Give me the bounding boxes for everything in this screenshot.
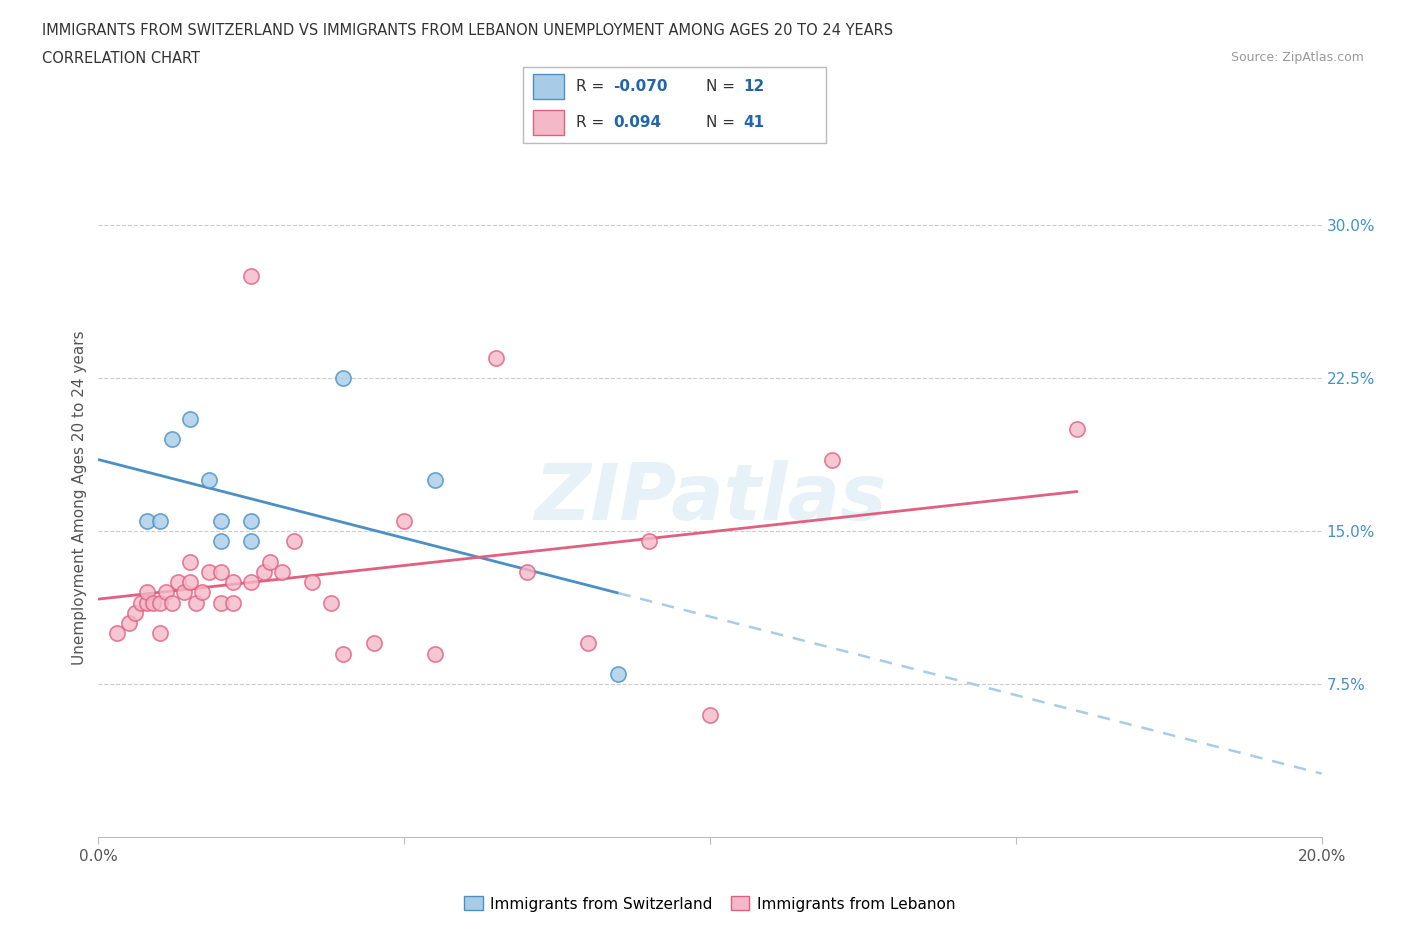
Point <box>240 513 263 528</box>
Point <box>319 595 342 610</box>
Point <box>301 575 323 590</box>
FancyBboxPatch shape <box>523 67 827 142</box>
Point <box>129 595 152 610</box>
Point <box>136 585 159 600</box>
Point <box>197 472 219 487</box>
Text: IMMIGRANTS FROM SWITZERLAND VS IMMIGRANTS FROM LEBANON UNEMPLOYMENT AMONG AGES 2: IMMIGRANTS FROM SWITZERLAND VS IMMIGRANT… <box>42 23 893 38</box>
Text: CORRELATION CHART: CORRELATION CHART <box>42 51 200 66</box>
Point <box>332 371 354 386</box>
Point <box>149 595 172 610</box>
Point <box>270 565 292 579</box>
Point <box>197 565 219 579</box>
Legend: Immigrants from Switzerland, Immigrants from Lebanon: Immigrants from Switzerland, Immigrants … <box>458 890 962 918</box>
Point <box>209 565 232 579</box>
Text: N =: N = <box>706 79 740 94</box>
Point <box>821 452 844 467</box>
Text: 0.094: 0.094 <box>613 115 661 130</box>
Point <box>179 554 201 569</box>
Y-axis label: Unemployment Among Ages 20 to 24 years: Unemployment Among Ages 20 to 24 years <box>72 330 87 665</box>
Point <box>160 432 183 447</box>
Point <box>142 595 165 610</box>
Point <box>332 646 354 661</box>
Point <box>283 534 305 549</box>
Point <box>699 707 721 722</box>
Point <box>173 585 195 600</box>
Point <box>118 616 141 631</box>
Point <box>607 667 630 682</box>
Text: -0.070: -0.070 <box>613 79 668 94</box>
Point <box>423 646 446 661</box>
Point <box>637 534 661 549</box>
Point <box>124 605 146 620</box>
Point <box>160 595 183 610</box>
Point <box>240 269 263 284</box>
Point <box>179 412 201 427</box>
Text: ZIPatlas: ZIPatlas <box>534 459 886 536</box>
Point <box>252 565 274 579</box>
Text: R =: R = <box>576 115 614 130</box>
Point <box>167 575 190 590</box>
Point <box>222 575 245 590</box>
Point <box>363 636 385 651</box>
Point <box>576 636 599 651</box>
Point <box>186 595 208 610</box>
Point <box>149 513 172 528</box>
Point <box>1066 422 1088 437</box>
Point <box>516 565 538 579</box>
Point <box>136 513 159 528</box>
Point <box>392 513 416 528</box>
Point <box>155 585 177 600</box>
Text: N =: N = <box>706 115 740 130</box>
Text: 12: 12 <box>742 79 765 94</box>
Point <box>259 554 281 569</box>
Point <box>240 575 263 590</box>
FancyBboxPatch shape <box>533 110 564 136</box>
Point <box>191 585 214 600</box>
Point <box>485 351 508 365</box>
Text: 41: 41 <box>742 115 763 130</box>
Point <box>136 595 159 610</box>
Point <box>105 626 128 641</box>
FancyBboxPatch shape <box>533 73 564 100</box>
Point <box>209 513 232 528</box>
Text: R =: R = <box>576 79 609 94</box>
Point <box>179 575 201 590</box>
Point <box>209 534 232 549</box>
Point <box>149 626 172 641</box>
Point <box>209 595 232 610</box>
Point <box>423 472 446 487</box>
Text: Source: ZipAtlas.com: Source: ZipAtlas.com <box>1230 51 1364 64</box>
Point <box>222 595 245 610</box>
Point <box>240 534 263 549</box>
